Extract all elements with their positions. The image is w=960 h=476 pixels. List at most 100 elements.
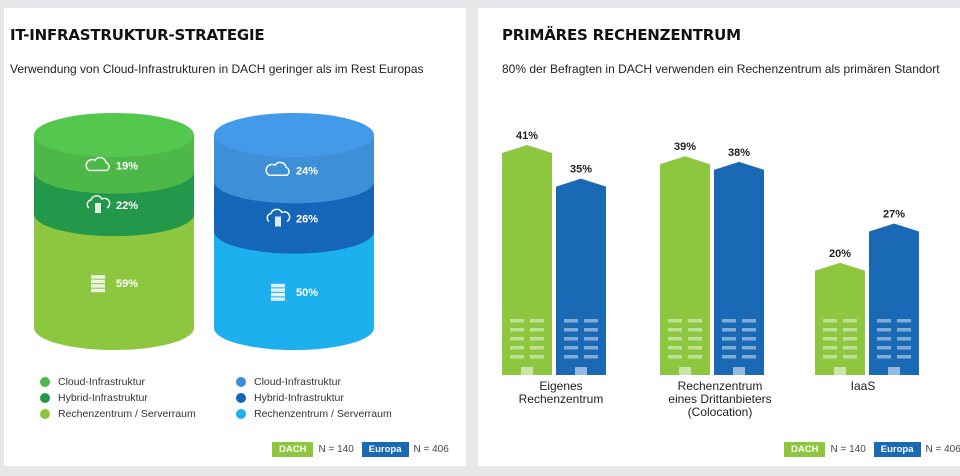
legend-swatch: [40, 393, 50, 403]
window-mark: [668, 337, 682, 341]
hybrid-cloud-icon: [86, 195, 111, 213]
left-title: IT-INFRASTRUKTUR-STRATEGIE: [10, 26, 265, 44]
legend-label: Cloud-Infrastruktur: [58, 376, 145, 388]
window-mark: [510, 355, 524, 359]
cylinder-segment: [34, 214, 194, 350]
window-mark: [823, 319, 837, 323]
window-mark: [510, 319, 524, 323]
hybrid-cloud-icon: [266, 208, 291, 227]
window-mark: [564, 328, 578, 332]
window-mark: [742, 319, 756, 323]
window-mark: [530, 346, 544, 350]
window-mark: [530, 355, 544, 359]
bar-value-label: 20%: [829, 248, 851, 260]
server-icon: [271, 283, 285, 301]
legend-label: Hybrid-Infrastruktur: [58, 392, 148, 404]
cloud-icon: [265, 161, 290, 176]
bar-group: 39% 38%: [660, 141, 764, 375]
window-mark: [510, 328, 524, 332]
window-mark: [722, 346, 736, 350]
category-line: Eigenes: [539, 379, 583, 393]
bar-dach: [502, 145, 552, 375]
segment-value-label: 24%: [296, 165, 318, 177]
bar-dach: [815, 262, 865, 375]
window-mark: [668, 355, 682, 359]
window-mark: [897, 355, 911, 359]
window-mark: [742, 355, 756, 359]
category-line: (Colocation): [687, 405, 753, 419]
window-mark: [584, 337, 598, 341]
window-mark: [722, 328, 736, 332]
category-label-iaas: IaaS: [813, 380, 913, 393]
legend-label: Rechenzentrum / Serverraum: [58, 408, 196, 420]
badge-dach: DACH: [784, 442, 826, 457]
legend-swatch: [236, 409, 246, 419]
window-mark: [897, 319, 911, 323]
segment-value-label: 50%: [296, 287, 318, 299]
door-mark: [679, 367, 691, 375]
window-mark: [823, 346, 837, 350]
window-mark: [722, 355, 736, 359]
window-mark: [584, 319, 598, 323]
bar-chart: 41% 35% 39% 38% 20% 27%: [502, 130, 919, 375]
category-line: Rechenzentrum: [677, 379, 763, 393]
cylinder-top: [214, 113, 374, 157]
badge-europa: Europa: [873, 442, 921, 457]
category-line: IaaS: [850, 379, 876, 393]
window-mark: [897, 337, 911, 341]
cylinder-top: [34, 113, 194, 157]
server-icon: [91, 275, 105, 293]
cylinder-europa: 24% 26% 50%: [214, 113, 374, 350]
n-europa: N = 406: [413, 444, 449, 455]
window-mark: [823, 328, 837, 332]
window-mark: [722, 337, 736, 341]
window-mark: [510, 337, 524, 341]
right-title: PRIMÄRES RECHENZENTRUM: [502, 26, 741, 44]
right-panel: PRIMÄRES RECHENZENTRUM 80% der Befragten…: [478, 8, 960, 466]
window-mark: [843, 337, 857, 341]
legend-item-dach-dc: Rechenzentrum / Serverraum: [40, 406, 196, 422]
legend-item-dach-cloud: Cloud-Infrastruktur: [40, 374, 196, 390]
legend-swatch: [40, 377, 50, 387]
window-mark: [843, 328, 857, 332]
bar-dach: [660, 156, 710, 375]
window-mark: [584, 346, 598, 350]
segment-value-label: 19%: [116, 160, 138, 172]
window-mark: [530, 328, 544, 332]
legend-item-eu-dc: Rechenzentrum / Serverraum: [236, 406, 392, 422]
segment-value-label: 22%: [116, 200, 138, 212]
cylinder-segment: [214, 231, 374, 350]
window-mark: [564, 337, 578, 341]
window-mark: [742, 328, 756, 332]
window-mark: [742, 346, 756, 350]
window-mark: [564, 319, 578, 323]
segment-value-label: 26%: [296, 214, 318, 226]
window-mark: [668, 319, 682, 323]
right-subtitle: 80% der Befragten in DACH verwenden ein …: [502, 62, 940, 76]
bar-value-label: 41%: [516, 130, 538, 142]
bar-europa: [714, 161, 764, 375]
badge-europa: Europa: [361, 442, 409, 457]
legend-label: Hybrid-Infrastruktur: [254, 392, 344, 404]
category-label-colocation: Rechenzentrum eines Drittanbieters (Colo…: [660, 380, 780, 419]
cylinder-dach: 19% 22% 59%: [34, 113, 194, 350]
n-europa: N = 406: [925, 444, 960, 455]
legend-dach: Cloud-Infrastruktur Hybrid-Infrastruktur…: [40, 374, 196, 422]
bar-europa: [556, 178, 606, 375]
door-mark: [834, 367, 846, 375]
n-dach: N = 140: [318, 444, 354, 455]
segment-value-label: 59%: [116, 278, 138, 290]
window-mark: [584, 328, 598, 332]
right-footer: DACH N = 140 Europa N = 406: [784, 442, 960, 457]
window-mark: [688, 328, 702, 332]
window-mark: [688, 337, 702, 341]
n-dach: N = 140: [830, 444, 866, 455]
window-mark: [877, 346, 891, 350]
legend-label: Cloud-Infrastruktur: [254, 376, 341, 388]
cloud-icon: [85, 156, 110, 172]
window-mark: [843, 355, 857, 359]
legend-item-eu-cloud: Cloud-Infrastruktur: [236, 374, 392, 390]
window-mark: [843, 319, 857, 323]
left-panel: IT-INFRASTRUKTUR-STRATEGIE Verwendung vo…: [4, 8, 466, 466]
bar-value-label: 27%: [883, 209, 905, 221]
